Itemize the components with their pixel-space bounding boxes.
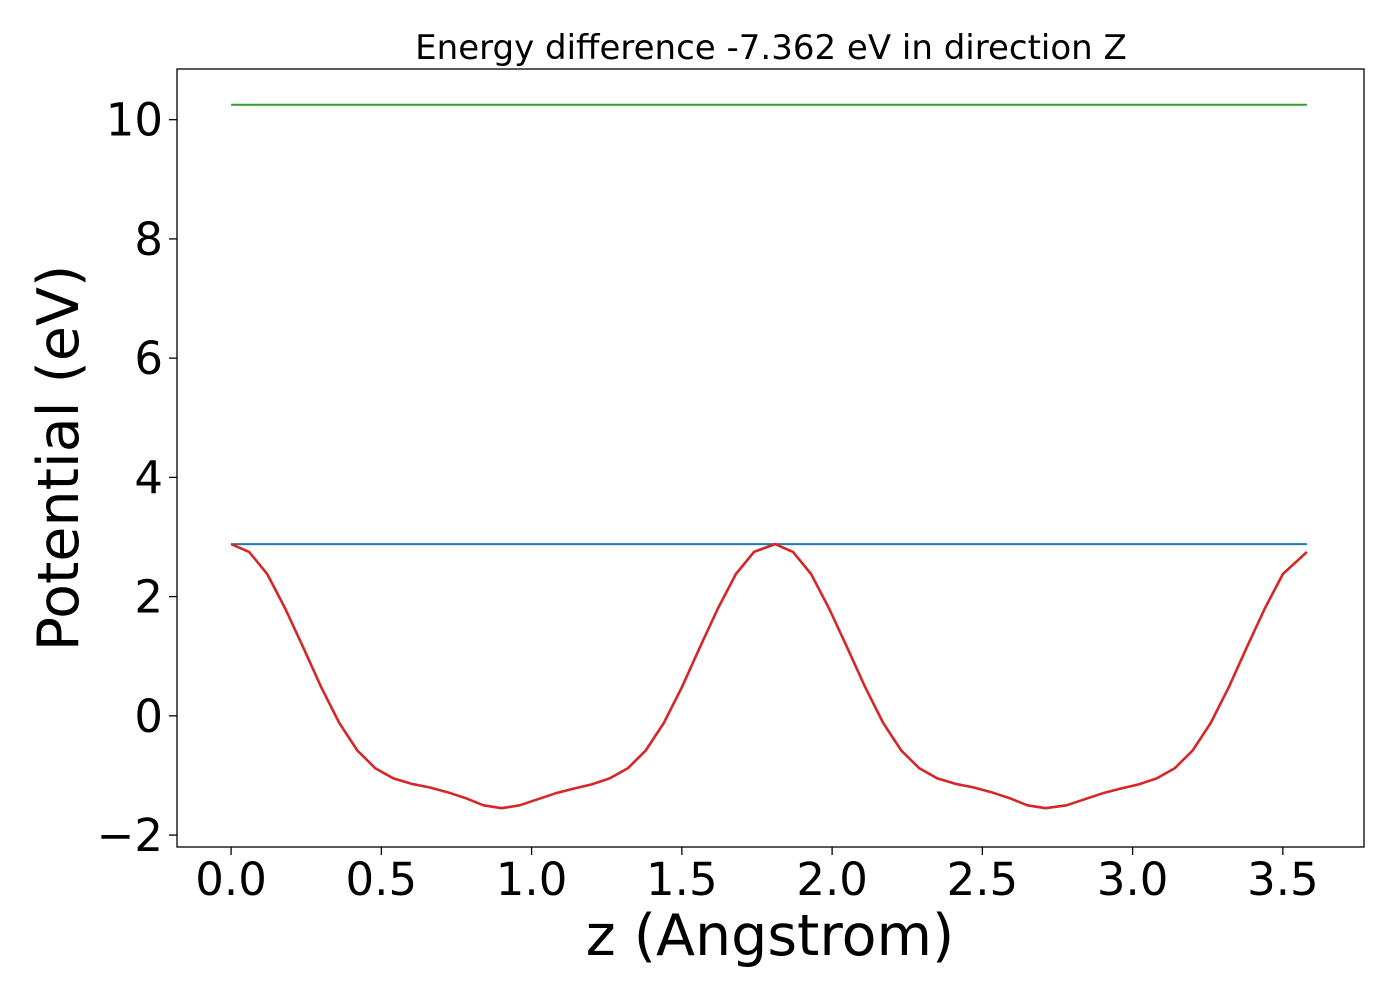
x-axis: 0.0 0.5 1.0 1.5 2.0 2.5 3.0 3.5 xyxy=(195,847,1319,906)
y-tick-label: −2 xyxy=(97,809,163,862)
red-potential-curve xyxy=(230,542,1308,810)
y-tick-label: 2 xyxy=(134,571,163,624)
x-tick-label: 0.0 xyxy=(195,853,267,906)
y-tick-label: 6 xyxy=(134,332,163,385)
y-tick-label: 0 xyxy=(134,690,163,743)
x-tick-label: 3.0 xyxy=(1097,853,1169,906)
x-tick-label: 0.5 xyxy=(346,853,418,906)
x-tick-label: 2.0 xyxy=(796,853,868,906)
x-tick-label: 3.5 xyxy=(1247,853,1319,906)
x-tick-label: 2.5 xyxy=(947,853,1019,906)
y-tick-label: 10 xyxy=(106,94,163,147)
y-tick-label: 8 xyxy=(134,213,163,266)
x-tick-label: 1.0 xyxy=(496,853,568,906)
y-axis-label: Potential (eV) xyxy=(26,265,92,651)
plot-area-frame xyxy=(176,68,1365,848)
y-axis: −2 0 2 4 6 8 10 xyxy=(97,94,177,862)
x-axis-label: z (Angstrom) xyxy=(586,903,954,969)
series-layer xyxy=(230,103,1308,810)
x-tick-label: 1.5 xyxy=(646,853,718,906)
chart-title: Energy difference -7.362 eV in direction… xyxy=(415,28,1127,68)
y-tick-label: 4 xyxy=(134,451,163,504)
